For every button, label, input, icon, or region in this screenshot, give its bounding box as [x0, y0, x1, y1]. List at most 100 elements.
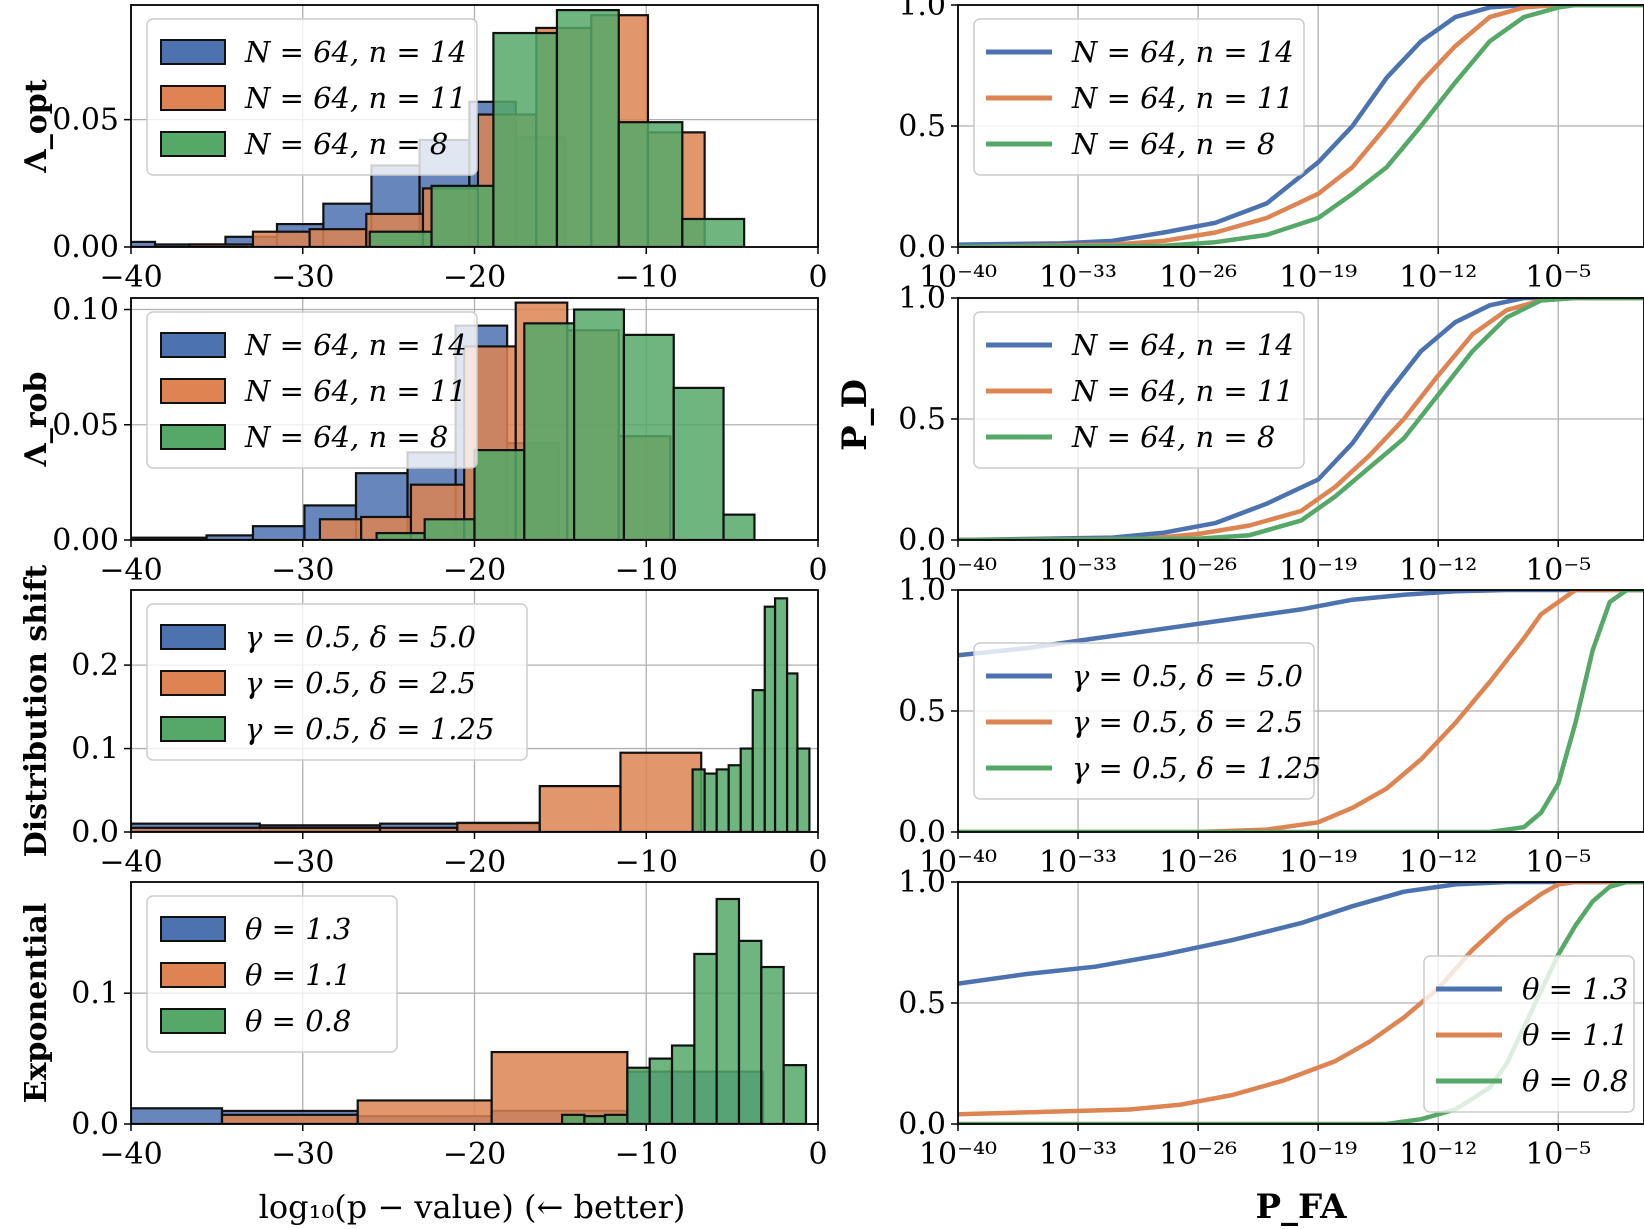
histogram-bar-blue [251, 525, 306, 540]
x-tick-label: 10⁻¹⁹ [1279, 845, 1357, 880]
histogram-panel-row-0: −40 −30 −20 −10 0 0.00 0.05Λ_opt N = 64, n = 14… [19, 4, 828, 295]
x-tick-label: −40 [99, 845, 162, 880]
x-tick-label: 10⁻²⁶ [1159, 553, 1237, 588]
x-tick-label: 10⁻¹² [1399, 553, 1477, 588]
histogram-bar-orange [220, 1113, 359, 1124]
roc-x-axis-label: P_FA [1255, 1187, 1347, 1227]
legend-label: N = 64, n = 14 [244, 328, 467, 362]
y-tick-label: 0.0 [71, 815, 119, 850]
roc-y-axis-label: P_D [835, 379, 875, 451]
histogram-bar-green [763, 605, 777, 832]
y-axis-label: Exponential [19, 903, 54, 1104]
x-tick-label: −30 [271, 845, 334, 880]
y-tick-label: 1.0 [898, 573, 946, 608]
legend-label: N = 64, n = 8 [244, 127, 448, 161]
y-tick-label: 0.0 [898, 230, 946, 265]
histogram-bar-green [737, 939, 763, 1124]
axes-frame [130, 881, 819, 1125]
x-tick-label: 10⁻⁴⁰ [919, 1137, 997, 1172]
axes-frame [957, 4, 1644, 248]
legend-swatch-green [160, 424, 226, 450]
histogram-bar-green [785, 672, 799, 832]
x-tick-label: −30 [271, 553, 334, 588]
histogram-bar-green [555, 8, 620, 247]
legend-box [1423, 955, 1635, 1113]
histogram-bar-green [473, 449, 526, 540]
legend-label: θ = 1.3 [1522, 972, 1628, 1006]
legend-swatch-orange [160, 378, 226, 404]
histogram-bar-green [622, 333, 675, 540]
x-tick-label: 0 [808, 260, 827, 295]
legend-swatch-blue [160, 332, 226, 358]
y-tick-label: 0.5 [898, 109, 946, 144]
axes-frame [957, 589, 1644, 833]
x-tick-label: 10⁻³³ [1039, 1137, 1117, 1172]
roc-line-blue [958, 590, 1644, 658]
x-tick-label: 10⁻¹² [1399, 845, 1477, 880]
x-tick-label: −20 [443, 260, 506, 295]
histogram-panel-row-2: −40 −30 −20 −10 0 0.0 0.1 0.2 Distribution shift… [19, 565, 828, 880]
roc-panel-row-1: 10⁻⁴⁰ 10⁻³³ 10⁻²⁶ 10⁻¹⁹ 10⁻¹² 10⁻⁵ 0.0 0.5 1.0 N … [898, 281, 1644, 588]
histogram-bar-orange [538, 785, 622, 832]
legend-box [146, 18, 478, 176]
legend-label: N = 64, n = 8 [244, 420, 448, 454]
x-tick-label: 10⁻⁴⁰ [919, 845, 997, 880]
histogram-bar-green [430, 184, 495, 247]
legend-label: γ = 0.5, δ = 1.25 [1072, 751, 1321, 785]
x-tick-label: −10 [615, 260, 678, 295]
roc-panel-row-3: 10⁻⁴⁰ 10⁻³³ 10⁻²⁶ 10⁻¹⁹ 10⁻¹² 10⁻⁵ 0.0 0.5 1.0 θ … [898, 865, 1644, 1172]
x-tick-label: −20 [443, 1137, 506, 1172]
histogram-bar-orange [619, 751, 703, 832]
legend-label: N = 64, n = 11 [244, 81, 467, 115]
histogram-bar-green [760, 965, 785, 1124]
plot-area [131, 301, 756, 540]
histogram-bar-orange [490, 1050, 629, 1124]
histogram-bar-green [560, 1113, 586, 1124]
y-tick-label: 0.0 [898, 523, 946, 558]
legend-label: γ = 0.5, δ = 1.25 [245, 712, 494, 746]
x-tick-label: 0 [808, 845, 827, 880]
x-tick-label: 10⁻⁵ [1525, 845, 1591, 880]
legend-swatch-green [160, 131, 226, 157]
y-tick-label: 1.0 [898, 0, 946, 23]
legend-swatch-green [160, 716, 226, 742]
histogram-bar-green [773, 597, 789, 832]
legend: N = 64, n = 14 N = 64, n = 11 N = 64, n = … [146, 18, 478, 176]
histogram-panel-row-1: −40 −30 −20 −10 0 0.00 0.05 0.10 Λ_rob N = 64, n … [19, 293, 828, 588]
y-tick-label: 0.0 [898, 1107, 946, 1142]
legend-label: N = 64, n = 11 [1071, 374, 1294, 408]
legend-label: θ = 1.1 [1522, 1018, 1628, 1052]
histogram-bar-green [583, 1115, 607, 1124]
legend-swatch-blue [160, 916, 226, 942]
histogram-bar-green [703, 772, 718, 832]
histogram-bar-orange [308, 228, 368, 247]
x-tick-label: −20 [443, 553, 506, 588]
axes-frame [957, 297, 1644, 541]
x-tick-label: 10⁻¹² [1399, 260, 1477, 295]
legend-label: γ = 0.5, δ = 2.5 [245, 666, 476, 700]
y-tick-label: 0.10 [52, 293, 119, 328]
y-tick-label: 0.5 [898, 986, 946, 1021]
x-tick-label: −40 [99, 260, 162, 295]
x-tick-label: 10⁻²⁶ [1159, 845, 1237, 880]
x-tick-label: 10⁻³³ [1039, 553, 1117, 588]
histogram-bar-green [672, 386, 725, 540]
histogram-bar-orange [251, 230, 311, 247]
plot-area [958, 298, 1644, 540]
roc-line-orange [958, 882, 1644, 1117]
legend-box [973, 311, 1305, 469]
histogram-bar-orange [456, 821, 541, 832]
plot-area [131, 897, 808, 1124]
histogram-bar-green [603, 1113, 629, 1124]
histogram-bar-green [782, 1064, 808, 1124]
axes-frame [957, 881, 1644, 1125]
histogram-bar-green [681, 217, 746, 247]
legend: N = 64, n = 14 N = 64, n = 11 N = 64, n = … [973, 18, 1305, 176]
legend: N = 64, n = 14 N = 64, n = 11 N = 64, n = … [973, 311, 1305, 469]
legend-label: N = 64, n = 11 [244, 374, 467, 408]
legend-label: γ = 0.5, δ = 5.0 [1072, 659, 1303, 693]
y-tick-label: 0.0 [71, 1107, 119, 1142]
roc-panel-row-2: 10⁻⁴⁰ 10⁻³³ 10⁻²⁶ 10⁻¹⁹ 10⁻¹² 10⁻⁵ 0.0 0.5 1.0 γ … [898, 573, 1644, 880]
roc-line-green [958, 298, 1644, 540]
